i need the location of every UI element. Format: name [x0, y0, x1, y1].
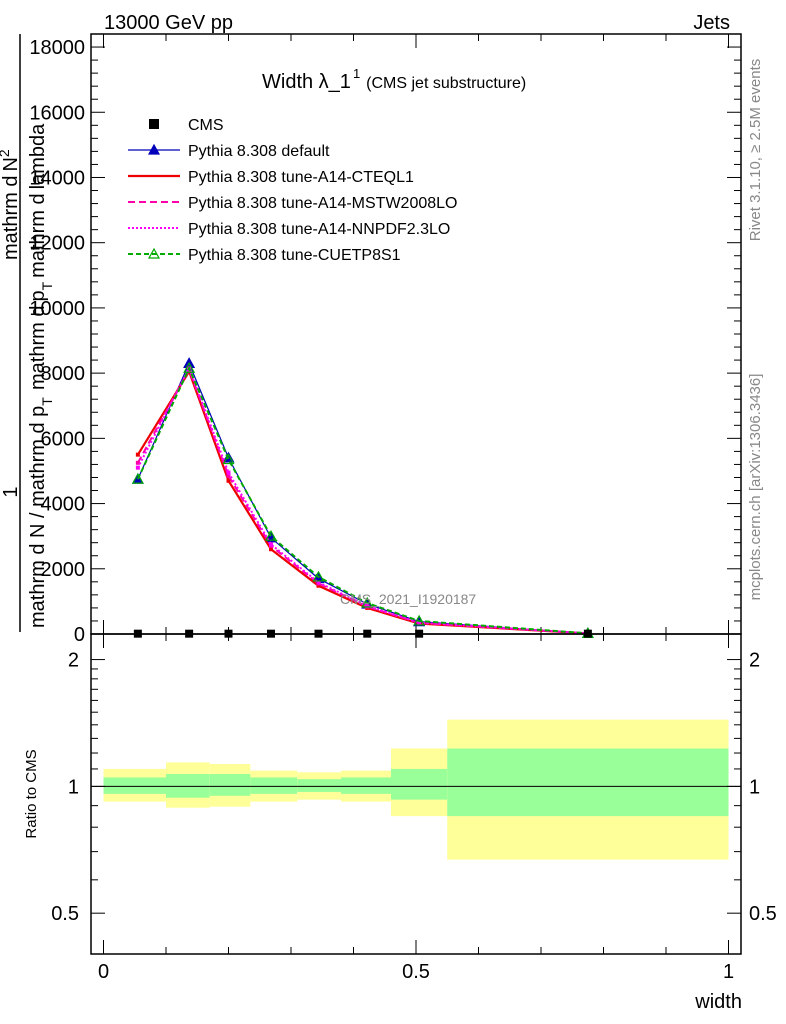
legend-label: CMS: [188, 117, 224, 134]
legend-label: Pythia 8.308 default: [188, 143, 330, 160]
series-marker: [312, 570, 325, 582]
x-tick-label: 0.5: [402, 961, 430, 983]
series-marker: [269, 547, 273, 552]
series-marker: [269, 542, 273, 547]
legend-label: Pythia 8.308 tune-CUETP8S1: [188, 247, 401, 264]
ratio-band-green: [297, 779, 341, 792]
header-jets-label: Jets: [693, 12, 730, 34]
y-label-one: 1: [0, 486, 22, 497]
mcplots-label: mcplots.cern.ch [arXiv:1306.3436]: [747, 374, 764, 601]
chart-title: Width λ_1 1(CMS jet substructure): [262, 66, 526, 93]
legend-label: Pythia 8.308 tune-A14-MSTW2008LO: [188, 195, 457, 212]
series-marker: [183, 362, 196, 373]
y-tick-label: 8000: [41, 363, 86, 385]
analysis-watermark: CMS_2021_I1920187: [340, 591, 476, 607]
legend-marker: [149, 119, 159, 129]
ratio-band-green: [103, 777, 166, 794]
series-marker: [135, 460, 140, 465]
ratio-y-tick-label: 0.5: [51, 903, 79, 925]
y-tick-label: 12000: [29, 233, 85, 255]
y-tick-label: 0: [74, 624, 85, 646]
y-tick-label: 4000: [41, 494, 86, 516]
ratio-y-axis-label: Ratio to CMS: [23, 749, 40, 838]
ratio-band-green: [209, 773, 251, 796]
ratio-y-tick-label: 2: [68, 650, 79, 672]
series-marker: [226, 473, 231, 478]
series-marker: [131, 472, 144, 484]
series-line: [136, 365, 588, 635]
y-tick-label: 2000: [41, 559, 86, 581]
series-marker: [316, 583, 321, 588]
rivet-version-label: Rivet 3.1.10, ≥ 2.5M events: [747, 59, 764, 242]
ratio-band-green: [391, 768, 448, 800]
series-marker: [135, 452, 140, 457]
series-marker: [135, 465, 140, 470]
series-marker: [226, 478, 231, 483]
series-marker: [365, 603, 370, 608]
main-plot-panel: 0 2000 4000 6000 8000 10000 12000 14000 16000 180…: [29, 33, 742, 646]
ratio-band-green: [250, 777, 298, 794]
y-label-denominator: mathrm dpTmathrm dlambda: [27, 123, 55, 390]
legend: CMS Pythia 8.308 default Pythia 8.308 tune…: [128, 117, 457, 264]
series-marker: [413, 614, 426, 626]
series-marker: [226, 470, 231, 475]
ratio-y-tick-label: 1: [68, 776, 79, 798]
y-label-prefactor: mathrm d N / mathrm d pT: [27, 397, 55, 628]
series-marker: [222, 453, 235, 465]
legend-label: Pythia 8.308 tune-A14-NNPDF2.3LO: [188, 221, 450, 238]
y-tick-label: 10000: [29, 298, 85, 320]
ratio-band-green: [447, 748, 729, 817]
x-tick-label: 1: [723, 961, 734, 983]
series-marker: [417, 620, 422, 625]
y-tick-label: 16000: [29, 102, 85, 124]
y-label-numerator: mathrm dN2: [0, 149, 22, 260]
ratio-y-tick-label-right: 0.5: [749, 903, 777, 925]
y-tick-label: 18000: [29, 37, 85, 59]
ratio-plot-panel: 0 0.5 1 0.5 0.5 1 1 2 2: [51, 633, 777, 983]
ratio-y-tick-label-right: 1: [749, 776, 760, 798]
legend-marker: [147, 247, 161, 259]
series-marker: [361, 596, 374, 608]
y-tick-label: 14000: [29, 167, 85, 189]
ratio-band-green: [166, 773, 210, 798]
ratio-band-green: [341, 777, 391, 794]
series-line: [136, 365, 588, 635]
header-energy-label: 13000 GeV pp: [104, 12, 233, 34]
y-tick-label: 6000: [41, 428, 86, 450]
series-marker: [316, 580, 321, 585]
legend-marker: [147, 143, 161, 155]
x-axis-label: width: [694, 991, 742, 1013]
ratio-y-tick-label-right: 2: [749, 650, 760, 672]
x-tick-label: 0: [98, 961, 109, 983]
main-y-axis-label: mathrm dN2 mathrm dpTmathrm dlambda 1 ma…: [0, 34, 55, 632]
series-marker: [264, 529, 278, 541]
legend-label: Pythia 8.308 tune-A14-CTEQL1: [188, 169, 414, 186]
